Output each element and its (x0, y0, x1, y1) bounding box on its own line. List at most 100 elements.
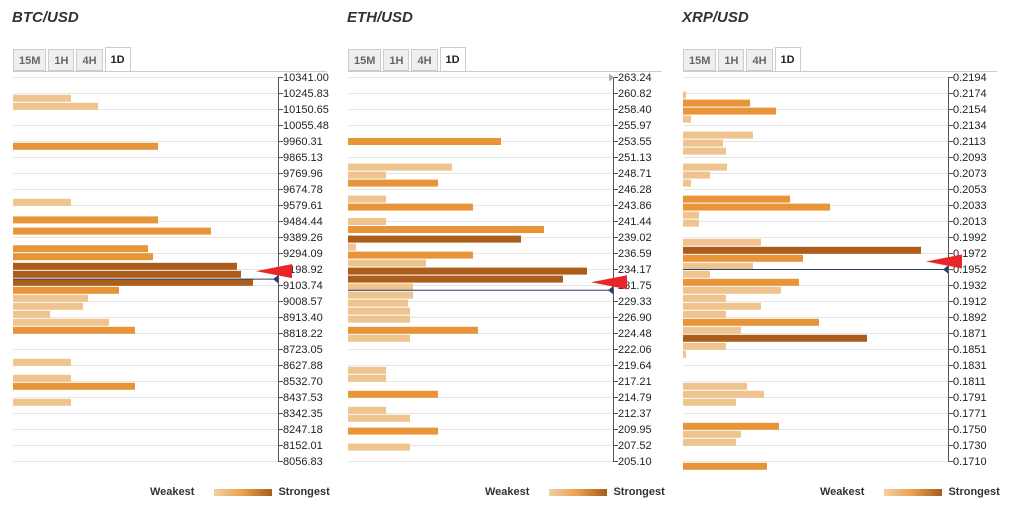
bar (683, 91, 686, 99)
tab-4h[interactable]: 4H (746, 49, 773, 71)
bar (13, 270, 241, 278)
bar (683, 278, 799, 286)
bar (348, 390, 438, 398)
bar (348, 414, 410, 422)
strength-legend: Weakest Strongest (485, 486, 665, 498)
bar (348, 259, 426, 267)
tab-divider (683, 71, 997, 72)
y-tick-label: 8818.22 (283, 328, 323, 340)
bar (13, 216, 158, 224)
bar (348, 235, 521, 243)
bar (348, 138, 501, 145)
tab-4h[interactable]: 4H (76, 49, 103, 71)
current-price-marker (608, 286, 613, 295)
xrp-panel: XRP/USD 15M 1H 4H 1D 0.2194 0.2174 0.2154 0… (670, 0, 1000, 516)
bar (348, 251, 473, 259)
y-tick-label: 229.33 (618, 296, 652, 308)
bar (348, 283, 413, 291)
bar (683, 131, 753, 139)
y-tick-label: 226.90 (618, 312, 652, 324)
bar (683, 211, 699, 219)
y-tick-label: 0.1730 (953, 440, 987, 452)
timeframe-tabs: 15M 1H 4H 1D (348, 47, 468, 72)
panel-title: BTC/USD (12, 9, 79, 26)
tab-15m[interactable]: 15M (13, 49, 47, 71)
y-tick-label: 248.71 (618, 168, 652, 180)
bar (13, 262, 237, 270)
bar (683, 342, 726, 350)
bar (13, 310, 50, 318)
bar (348, 334, 410, 342)
y-tick-label: 0.1851 (953, 344, 987, 356)
bar (348, 267, 587, 275)
bar (348, 366, 386, 374)
price-arrow-icon (591, 275, 627, 290)
legend-strongest: Strongest (948, 486, 1000, 498)
bar (683, 219, 699, 227)
y-tick-label: 212.37 (618, 408, 652, 420)
bar (683, 254, 803, 262)
tab-15m[interactable]: 15M (683, 49, 717, 71)
bar (348, 406, 386, 414)
tab-15m[interactable]: 15M (348, 49, 382, 71)
bar (683, 334, 867, 342)
y-tick-label: 224.48 (618, 328, 652, 340)
y-tick-label: 0.2154 (953, 104, 987, 116)
legend-strongest: Strongest (613, 486, 665, 498)
bar (683, 195, 790, 203)
bar (683, 270, 710, 278)
y-tick-label: 9198.92 (283, 264, 323, 276)
bar (348, 291, 413, 299)
bar (683, 438, 736, 446)
strength-legend: Weakest Strongest (820, 486, 1000, 498)
y-tick-label: 10245.83 (283, 88, 329, 100)
y-tick-label: 0.2093 (953, 152, 987, 164)
bar (683, 107, 776, 115)
y-tick-label: 251.13 (618, 152, 652, 164)
legend-weakest: Weakest (820, 486, 865, 498)
tab-4h[interactable]: 4H (411, 49, 438, 71)
tab-1h[interactable]: 1H (718, 49, 745, 71)
tab-1h[interactable]: 1H (48, 49, 75, 71)
y-tick-label: 9389.26 (283, 232, 323, 244)
bar (348, 243, 356, 251)
tab-1d[interactable]: 1D (774, 47, 801, 72)
y-tick-label: 0.1871 (953, 328, 987, 340)
y-tick-label: 258.40 (618, 104, 652, 116)
y-tick-label: 10150.65 (283, 104, 329, 116)
y-tick-label: 8913.40 (283, 312, 323, 324)
y-tick-label: 0.1912 (953, 296, 987, 308)
y-tick-label: 9769.96 (283, 168, 323, 180)
bar (683, 310, 726, 318)
y-tick-label: 234.17 (618, 264, 652, 276)
bar (683, 99, 750, 107)
bar (13, 374, 71, 382)
y-tick-label: 9674.78 (283, 184, 323, 196)
y-tick-label: 9865.13 (283, 152, 323, 164)
timeframe-tabs: 15M 1H 4H 1D (13, 47, 133, 72)
legend-weakest: Weakest (485, 486, 530, 498)
y-tick-label: 0.2073 (953, 168, 987, 180)
bar (348, 307, 410, 315)
y-tick-label: 9960.31 (283, 136, 323, 148)
bar (683, 430, 741, 438)
strength-legend: Weakest Strongest (150, 486, 330, 498)
bar (348, 218, 386, 225)
tab-1h[interactable]: 1H (383, 49, 410, 71)
y-tick-label: 9579.61 (283, 200, 323, 212)
panel-title: ETH/USD (347, 9, 413, 26)
tab-1d[interactable]: 1D (104, 47, 131, 72)
btc-panel: BTC/USD 15M 1H 4H 1D 10341.00 10245.83 101… (0, 0, 330, 516)
bar (13, 102, 98, 110)
y-tick-label: 255.97 (618, 120, 652, 132)
bar (13, 294, 88, 302)
tab-1d[interactable]: 1D (439, 47, 466, 72)
y-tick-label: 253.55 (618, 136, 652, 148)
bar (348, 163, 452, 171)
bar (13, 382, 135, 390)
y-tick-label: 8152.01 (283, 440, 323, 452)
y-tick-label: 207.52 (618, 440, 652, 452)
legend-strongest: Strongest (278, 486, 330, 498)
tab-divider (348, 71, 662, 72)
y-tick-label: 246.28 (618, 184, 652, 196)
